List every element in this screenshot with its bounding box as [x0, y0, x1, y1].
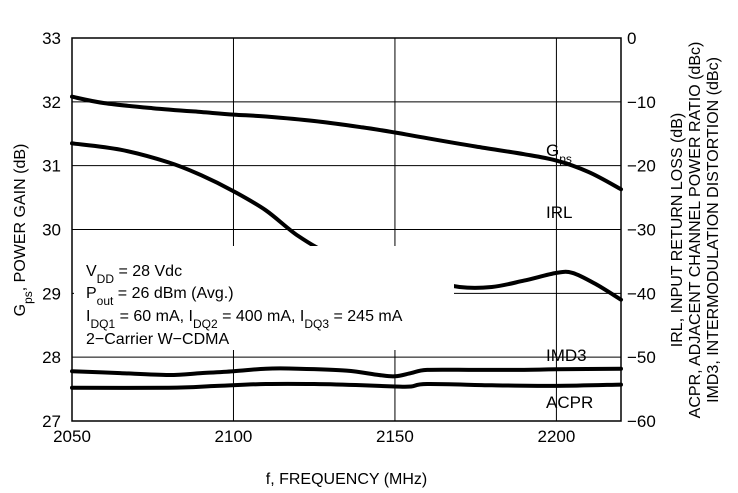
y-left-tick-label: 29	[42, 284, 61, 303]
y-axis-left-label: Gps, POWER GAIN (dB)	[12, 144, 35, 317]
x-axis-label: f, FREQUENCY (MHz)	[266, 471, 427, 488]
tick-labels: 2050 2100 2150 2200 27 28 29 30 31 32 33 −60 −50 −40 −…	[42, 29, 656, 446]
series-label-irl: IRL	[546, 203, 572, 222]
y-left-tick-label: 31	[42, 157, 61, 176]
y-right-tick-label: −50	[627, 348, 656, 367]
y-right-tick-label: −20	[627, 157, 656, 176]
condition-signal: 2−Carrier W−CDMA	[86, 331, 229, 348]
y-right-tick-label: −30	[627, 221, 656, 240]
series-line-imd3	[70, 366, 623, 379]
x-tick-label: 2050	[53, 427, 91, 446]
series-label-gps: Gps	[546, 141, 572, 166]
series-labels: Gps IRL IMD3 ACPR	[546, 141, 593, 412]
x-tick-label: 2150	[376, 427, 414, 446]
grid-lines	[72, 38, 621, 421]
y-axis-right-label-irl: IRL, INPUT RETURN LOSS (dB)	[669, 113, 686, 347]
y-axis-right-label-acpr: ACPR, ADJACENT CHANNEL POWER RATIO (dBc)	[687, 42, 704, 419]
y-right-tick-label: −40	[627, 284, 656, 303]
x-tick-label: 2200	[537, 427, 575, 446]
y-left-tick-label: 32	[42, 93, 61, 112]
y-left-tick-label: 28	[42, 348, 61, 367]
condition-pout: Pout = 26 dBm (Avg.)	[86, 285, 234, 308]
y-left-tick-label: 30	[42, 221, 61, 240]
y-left-tick-label: 33	[42, 29, 61, 48]
condition-vdd: VDD = 28 Vdc	[86, 263, 182, 286]
series-label-acpr: ACPR	[546, 393, 593, 412]
conditions-background	[74, 246, 454, 350]
series-line-gps	[70, 94, 623, 192]
plot-frame	[71, 37, 622, 422]
series-label-imd3: IMD3	[546, 346, 587, 365]
y-right-tick-label: −60	[627, 412, 656, 431]
condition-idq: IDQ1 = 60 mA, IDQ2 = 400 mA, IDQ3 = 245 …	[86, 308, 403, 331]
series-line-acpr	[70, 381, 623, 390]
y-right-tick-label: −10	[627, 93, 656, 112]
y-axis-right-label-imd3: IMD3, INTERMODULATION DISTORTION (dBc)	[705, 57, 722, 403]
y-right-tick-label: 0	[627, 29, 636, 48]
x-tick-label: 2100	[215, 427, 253, 446]
y-left-tick-label: 27	[42, 412, 61, 431]
